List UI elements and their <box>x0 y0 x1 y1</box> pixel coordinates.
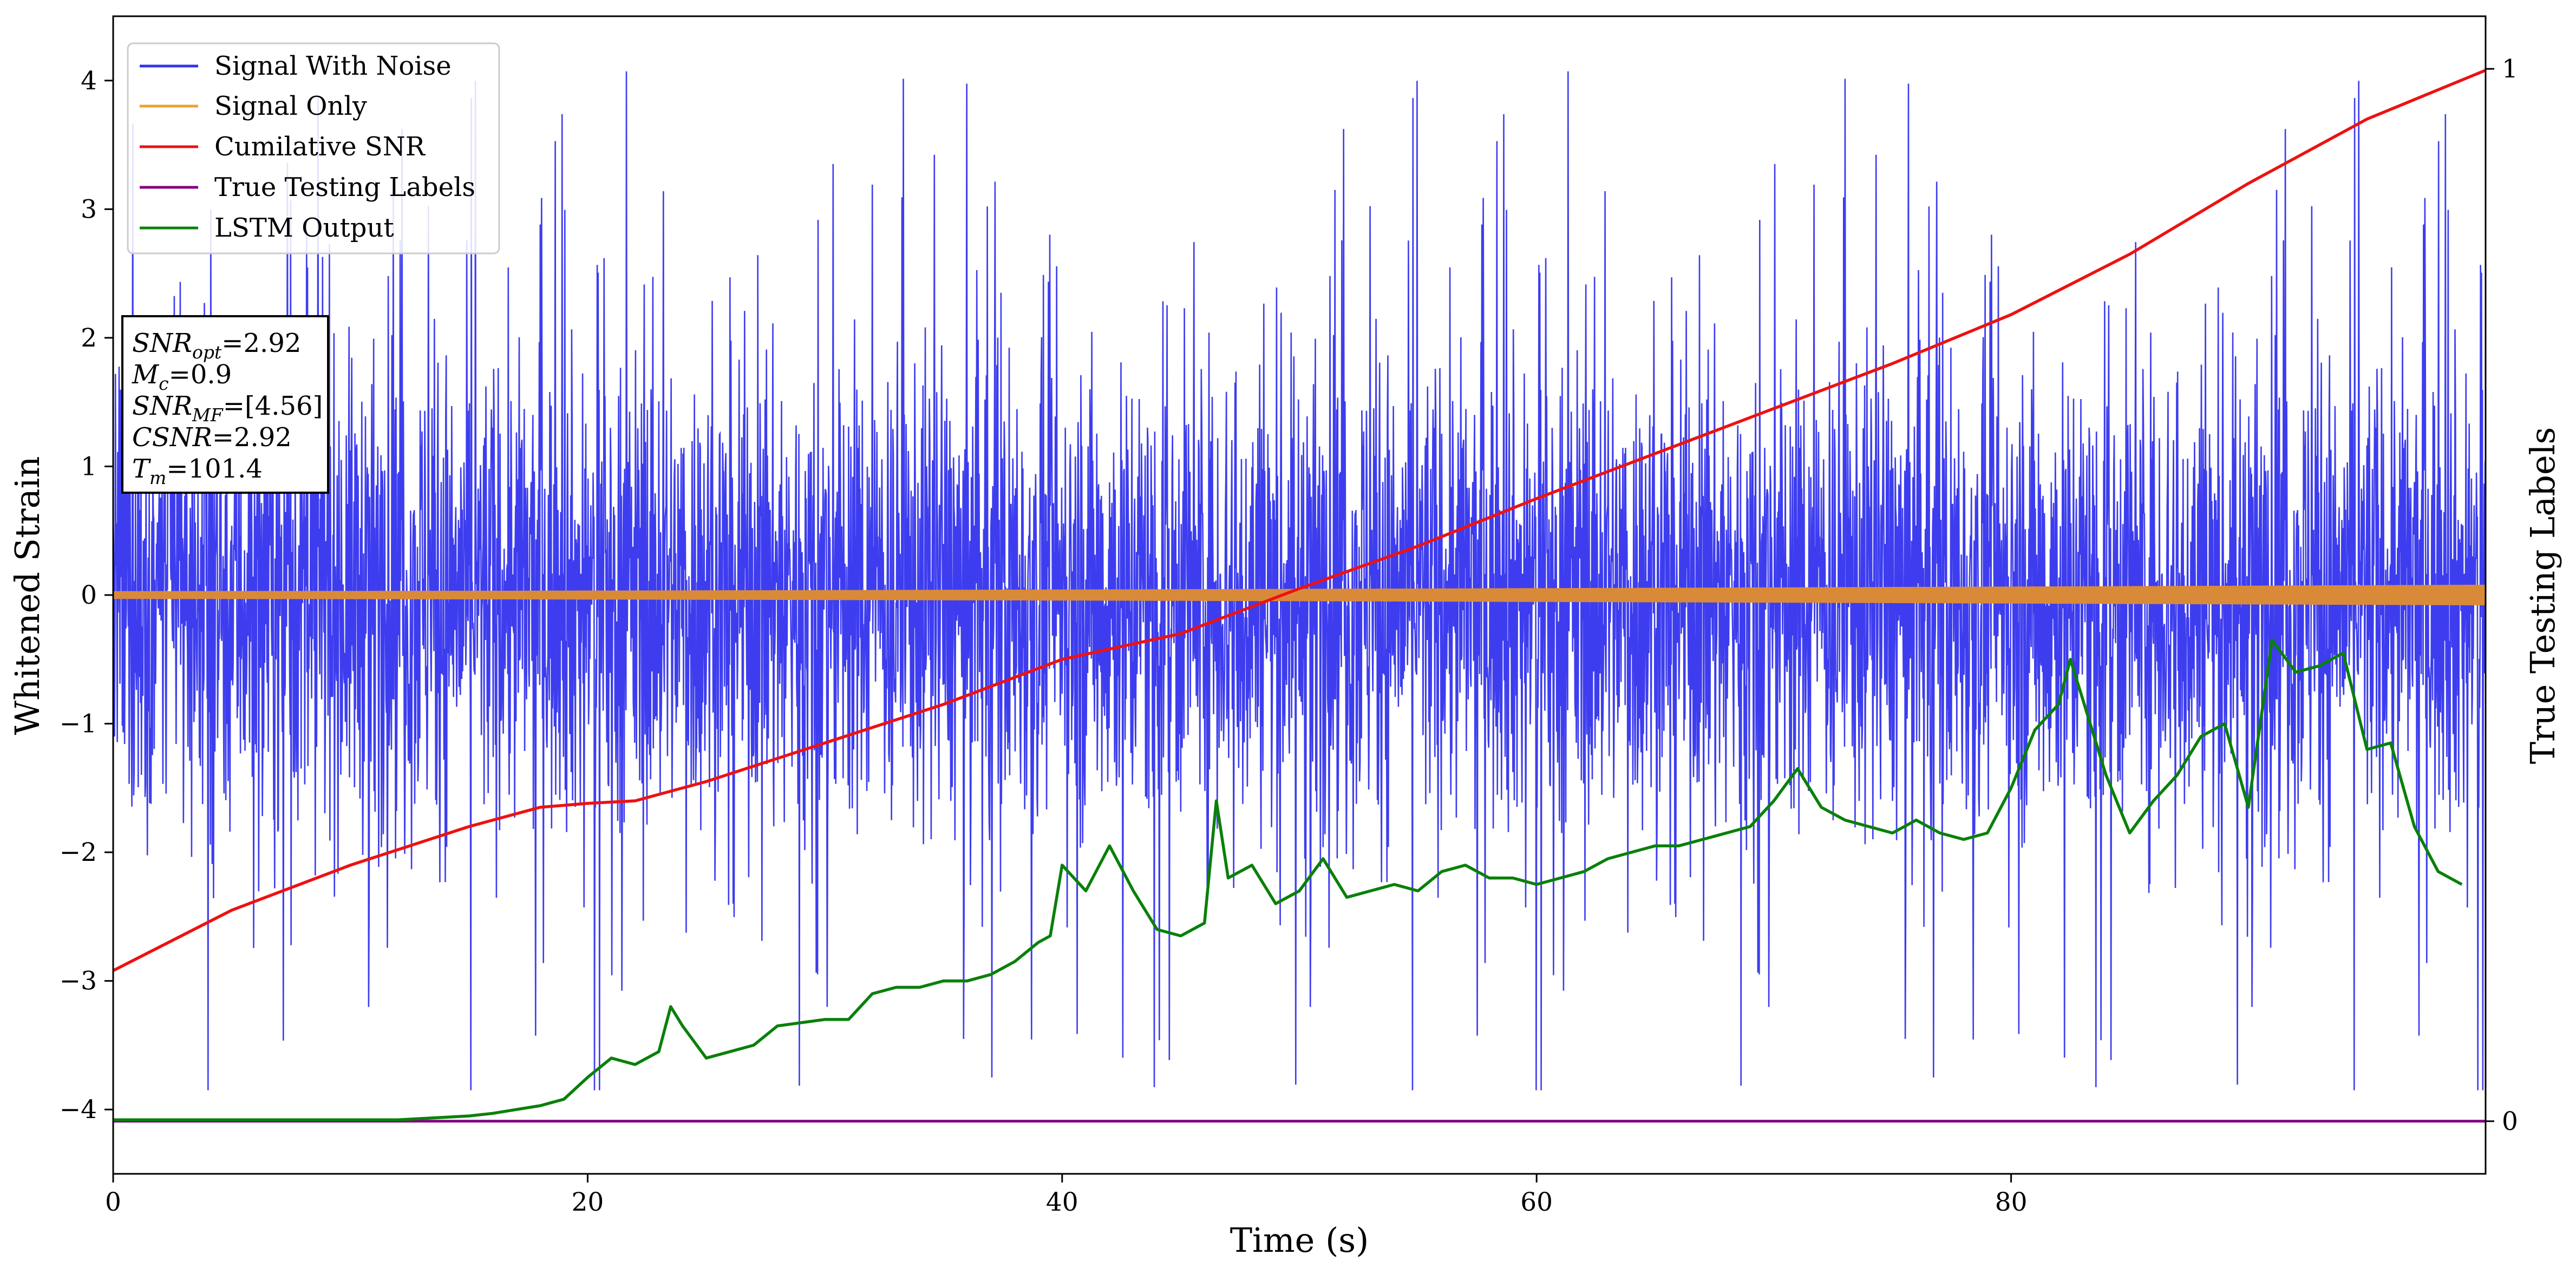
y-right-tick-label: 1 <box>2502 54 2518 84</box>
x-axis-label: Time (s) <box>1230 1220 1369 1260</box>
x-tick-label: 80 <box>1995 1187 2028 1217</box>
y-tick-label: 3 <box>81 194 97 224</box>
x-tick-label: 0 <box>105 1187 121 1217</box>
legend: Signal With Noise Signal Only Cumilative… <box>127 42 500 254</box>
y-tick-label: 2 <box>81 323 97 353</box>
x-tick-label: 60 <box>1520 1187 1553 1217</box>
legend-label-cumilative-snr: Cumilative SNR <box>214 132 426 162</box>
y-tick-label: 0 <box>81 580 97 610</box>
y-axis-label-right: True Testing Labels <box>2523 427 2562 765</box>
series-signal-with-noise <box>113 71 2486 1090</box>
series-lstm-output <box>113 638 2463 1121</box>
series-lines-layer <box>113 69 2486 1123</box>
y-right-tick-label: 0 <box>2502 1107 2518 1136</box>
y-tick-label: −1 <box>60 709 97 739</box>
annotation-tm: Tm=101.4 <box>132 454 263 488</box>
annotation-csnr: CSNR=2.92 <box>132 422 292 453</box>
y-tick-label: 1 <box>81 452 97 481</box>
legend-label-signal-only: Signal Only <box>214 91 367 121</box>
annotation-snr-opt: SNRopt=2.92 <box>132 328 301 363</box>
legend-label-signal-with-noise: Signal With Noise <box>214 51 452 81</box>
legend-label-true-testing-labels: True Testing Labels <box>214 172 475 202</box>
x-tick-label: 40 <box>1046 1187 1078 1217</box>
annotation-snr-mf: SNRMF=[4.56] <box>132 391 323 426</box>
y-axis-label: Whitened Strain <box>8 456 47 735</box>
series-cumilative-snr <box>113 69 2486 972</box>
x-tick-label: 20 <box>571 1187 604 1217</box>
annotation-box-frame <box>121 315 329 494</box>
signal-with-noise-layer <box>113 71 2486 1090</box>
legend-box <box>127 42 500 254</box>
y-tick-label: 4 <box>81 66 97 96</box>
legend-label-lstm-output: LSTM Output <box>214 213 394 243</box>
y-tick-label: −2 <box>60 838 97 867</box>
annotation-mc: Mc=0.9 <box>132 360 232 394</box>
y-tick-label: −3 <box>60 966 97 996</box>
annotation-box: SNRopt=2.92 Mc=0.9 SNRMF=[4.56] CSNR=2.9… <box>121 315 329 494</box>
y-tick-label: −4 <box>60 1095 97 1125</box>
